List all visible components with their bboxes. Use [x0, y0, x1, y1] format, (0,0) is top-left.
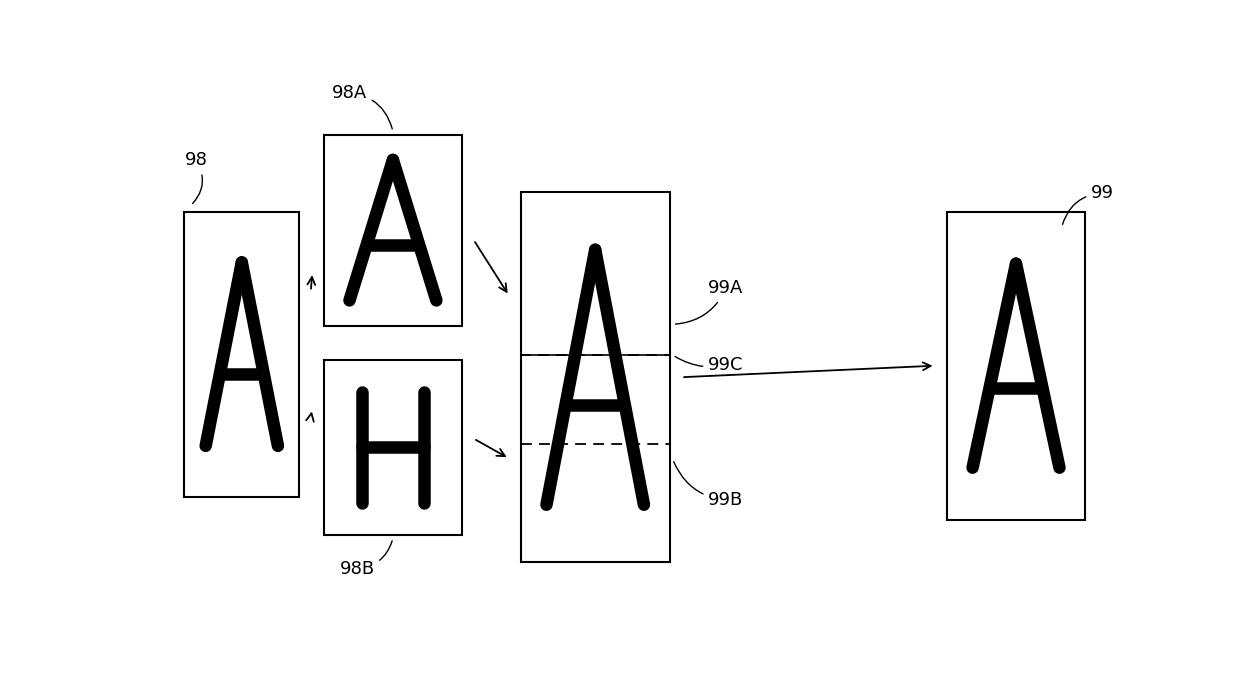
Text: 98A: 98A: [332, 84, 392, 129]
Text: 98B: 98B: [340, 541, 392, 578]
Bar: [185, 212, 299, 497]
Bar: [324, 134, 463, 326]
Text: 99: 99: [1063, 184, 1115, 224]
Bar: [521, 444, 670, 562]
Text: 99C: 99C: [675, 357, 744, 375]
Bar: [947, 212, 1085, 520]
Text: 98: 98: [185, 152, 207, 204]
Text: 99B: 99B: [673, 462, 744, 510]
Text: 99A: 99A: [676, 279, 744, 324]
Bar: [521, 193, 670, 355]
Bar: [521, 193, 670, 562]
Bar: [324, 359, 463, 535]
